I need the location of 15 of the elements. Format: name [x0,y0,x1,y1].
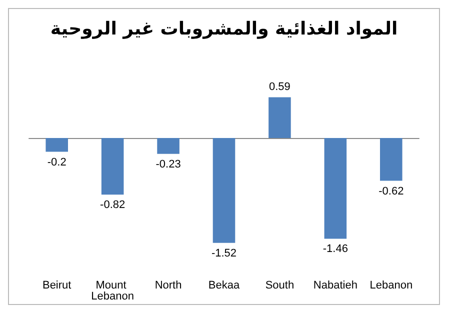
x-tick-label: South [265,280,294,292]
data-label: -0.23 [156,158,181,170]
data-label: -0.2 [47,156,66,168]
x-tick-label: Mount Lebanon [91,280,134,302]
x-tick-label: Lebanon [370,280,413,292]
x-tick-label: Nabatieh [313,280,358,292]
data-label: -1.46 [322,243,348,256]
x-tick-label: Bekaa [208,280,240,292]
chart-title: المواد الغذائية والمشروبات غير الروحية [50,18,398,40]
x-tick-label: North [154,280,182,292]
data-label: 0.59 [269,80,290,93]
x-tick-label: Beirut [42,280,72,292]
data-label: -1.52 [211,247,237,260]
data-label: -0.82 [100,199,126,212]
data-label: -0.62 [378,185,404,198]
